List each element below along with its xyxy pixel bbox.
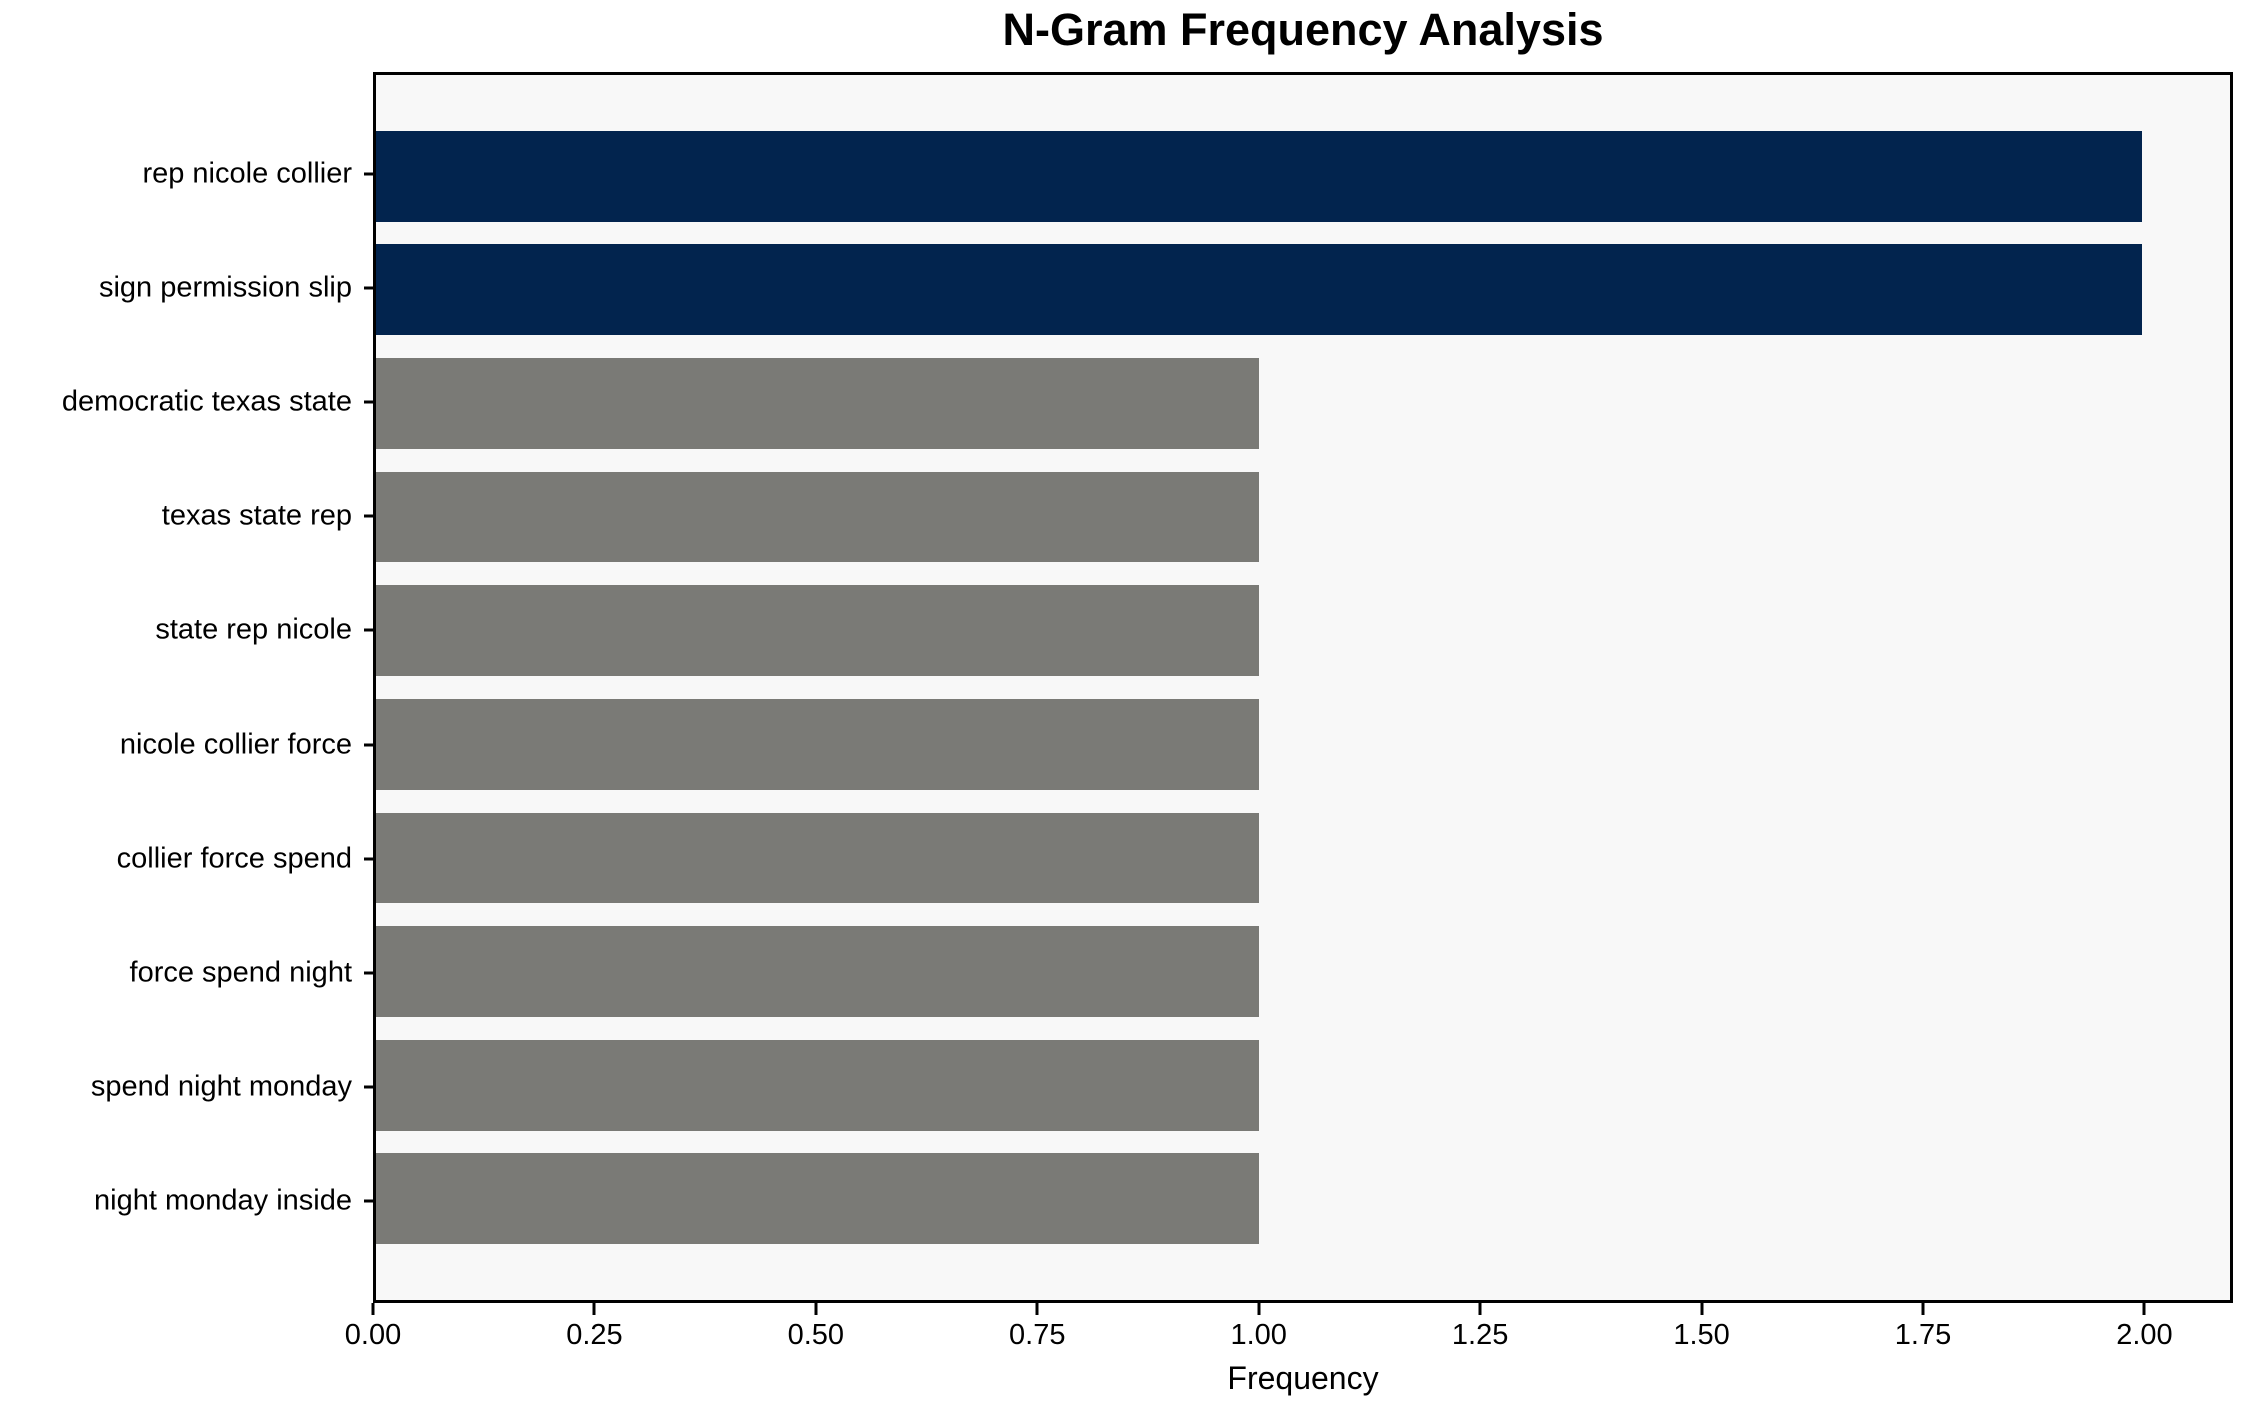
y-tick-mark xyxy=(364,286,373,290)
x-tick-mark xyxy=(1478,1303,1482,1315)
x-tick-label: 0.00 xyxy=(344,1319,402,1351)
bar xyxy=(376,1039,1259,1131)
x-tick-label: 0.75 xyxy=(1009,1319,1066,1351)
y-tick-mark xyxy=(364,971,373,975)
bar xyxy=(376,471,1259,563)
y-tick-mark xyxy=(364,1085,373,1089)
x-tick-label: 1.25 xyxy=(1451,1319,1509,1351)
x-axis-ticks xyxy=(371,1303,2233,1315)
bar xyxy=(376,585,1259,677)
y-tick-mark xyxy=(364,514,373,518)
x-axis-tick-labels: 0.00 0.25 0.50 0.75 1.00 1.25 1.50 1.75 2.00 xyxy=(345,1319,2233,1356)
y-tick-label: nicole collier force xyxy=(119,728,352,761)
x-axis-label: Frequency xyxy=(1227,1360,1379,1396)
x-tick-label: 1.00 xyxy=(1230,1319,1287,1351)
y-tick-label: texas state rep xyxy=(161,499,352,532)
x-tick-mark xyxy=(371,1303,375,1315)
y-tick-mark xyxy=(364,1199,373,1203)
y-tick-mark xyxy=(364,400,373,404)
x-tick-label: 1.50 xyxy=(1673,1319,1730,1351)
bar xyxy=(376,698,1259,790)
y-tick-label: collier force spend xyxy=(116,842,352,875)
y-tick-label: rep nicole collier xyxy=(142,157,352,190)
x-tick-label: 0.50 xyxy=(787,1319,845,1351)
bar xyxy=(376,926,1259,1018)
x-tick-label: 1.75 xyxy=(1894,1319,1952,1351)
y-axis-ticks xyxy=(364,72,373,1303)
x-tick-label: 2.00 xyxy=(2116,1319,2173,1351)
y-tick-mark xyxy=(364,743,373,747)
y-axis-labels: rep nicole collier sign permission slip de… xyxy=(0,72,352,1303)
x-tick-mark xyxy=(1257,1303,1261,1315)
y-tick-mark xyxy=(364,172,373,176)
y-tick-mark xyxy=(364,628,373,632)
y-tick-label: state rep nicole xyxy=(155,613,352,646)
y-tick-mark xyxy=(364,857,373,861)
plot-area xyxy=(373,72,2233,1303)
chart-title: N-Gram Frequency Analysis xyxy=(1002,4,1604,55)
bar xyxy=(376,130,2142,222)
bar xyxy=(376,244,2142,336)
y-tick-label: sign permission slip xyxy=(98,271,352,304)
y-tick-label: night monday inside xyxy=(94,1184,352,1217)
x-tick-mark xyxy=(814,1303,818,1315)
bar xyxy=(376,812,1259,904)
y-tick-label: democratic texas state xyxy=(61,385,352,418)
y-tick-label: force spend night xyxy=(129,956,352,989)
bar xyxy=(376,1153,1259,1245)
x-tick-mark xyxy=(1700,1303,1704,1315)
x-tick-mark xyxy=(1921,1303,1925,1315)
bar xyxy=(376,357,1259,449)
x-tick-label: 0.25 xyxy=(566,1319,623,1351)
y-tick-label: spend night monday xyxy=(90,1070,352,1103)
x-tick-mark xyxy=(592,1303,596,1315)
x-tick-mark xyxy=(1035,1303,1039,1315)
x-tick-mark xyxy=(2142,1303,2146,1315)
